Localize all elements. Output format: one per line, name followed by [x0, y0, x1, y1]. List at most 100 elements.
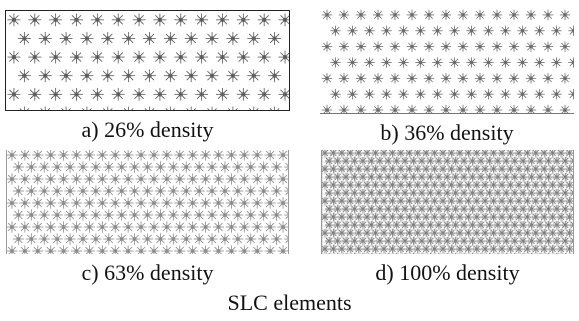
lattice-element: [277, 221, 288, 233]
lattice-element: [141, 233, 154, 245]
lattice-element: [45, 245, 57, 254]
lattice-element: [434, 236, 443, 246]
lattice-element: [64, 161, 76, 173]
lattice-element: [205, 32, 219, 45]
lattice-element: [398, 57, 409, 68]
lattice-element: [58, 197, 70, 209]
lattice-element: [517, 25, 528, 36]
lattice-element: [148, 245, 160, 254]
lattice-element: [426, 236, 435, 246]
lattice-element: [238, 150, 250, 161]
lattice-element: [406, 104, 418, 113]
lattice-element: [58, 245, 70, 254]
lattice-element: [200, 221, 212, 233]
lattice-element: [449, 57, 460, 68]
lattice-element: [180, 233, 192, 245]
lattice-element: [64, 233, 76, 245]
lattice-element: [245, 209, 257, 221]
lattice-element: [96, 150, 108, 161]
lattice-element: [271, 161, 283, 173]
lattice-element: [426, 204, 435, 214]
lattice-element: [350, 156, 359, 166]
lattice-element: [225, 197, 237, 209]
lattice-element: [187, 150, 199, 161]
lattice-element: [109, 245, 121, 254]
lattice-element: [534, 25, 545, 36]
lattice-element: [491, 73, 503, 84]
lattice-element: [174, 221, 186, 233]
lattice-panel-d: [321, 150, 574, 254]
lattice-element: [19, 173, 31, 185]
lattice-element: [367, 220, 376, 230]
lattice-element: [32, 150, 44, 161]
lattice-element: [508, 104, 520, 113]
lattice-element: [338, 73, 350, 84]
lattice-element: [422, 150, 431, 158]
lattice-element: [212, 221, 225, 233]
lattice-element: [51, 233, 63, 245]
lattice-element: [111, 50, 125, 64]
lattice-element: [325, 220, 334, 230]
lattice-element: [389, 9, 401, 21]
lattice-element: [238, 197, 250, 209]
lattice-element: [28, 50, 42, 64]
lattice-element: [372, 73, 384, 84]
lattice-element: [83, 245, 95, 254]
lattice-element: [364, 25, 375, 36]
lattice-element: [548, 212, 557, 222]
lattice-element: [559, 104, 571, 113]
lattice-element: [525, 41, 537, 52]
lattice-element: [58, 173, 70, 185]
lattice-element: [7, 221, 18, 233]
lattice-element: [559, 41, 571, 52]
lattice-element: [225, 150, 237, 161]
lattice-element: [103, 233, 115, 245]
lattice-element: [354, 228, 363, 238]
lattice-element: [70, 50, 83, 64]
lattice-element: [406, 73, 418, 84]
lattice-element: [12, 185, 24, 197]
lattice-element: [200, 150, 212, 161]
lattice-element: [206, 161, 218, 173]
lattice-element: [277, 197, 288, 209]
lattice-element: [264, 221, 276, 233]
lattice-element: [508, 9, 520, 21]
lattice-element: [7, 245, 18, 254]
lattice-element: [534, 89, 545, 100]
lattice-element: [341, 236, 351, 246]
lattice-element: [103, 161, 115, 173]
lattice-element: [247, 32, 261, 45]
lattice-element: [406, 9, 418, 21]
lattice-element: [423, 104, 435, 113]
lattice-element: [523, 150, 532, 158]
lattice-element: [440, 104, 452, 113]
lattice-element: [497, 244, 507, 254]
lattice-element: [483, 89, 494, 100]
lattice-element: [321, 41, 333, 52]
lattice-element: [28, 13, 42, 27]
lattice-element: [90, 87, 104, 101]
lattice-element: [443, 220, 452, 230]
lattice-element: [59, 32, 73, 45]
caption-b: b) 36% density: [380, 120, 514, 145]
lattice-element: [80, 69, 94, 83]
lattice-element: [358, 172, 368, 182]
lattice-element: [174, 245, 186, 254]
lattice-element: [38, 161, 50, 173]
lattice-element: [251, 221, 263, 233]
lattice-element: [548, 164, 557, 174]
lattice-element: [82, 106, 92, 110]
lattice-pattern-d: [322, 150, 573, 254]
lattice-element: [122, 221, 134, 233]
lattice-element: [508, 41, 520, 52]
lattice-element: [569, 237, 573, 245]
lattice-element: [109, 221, 121, 233]
lattice-element: [167, 233, 179, 245]
lattice-element: [432, 89, 443, 100]
lattice-element: [432, 57, 443, 68]
lattice-element: [248, 106, 259, 110]
lattice-element: [154, 185, 166, 197]
lattice-element: [321, 104, 333, 113]
lattice-element: [388, 164, 397, 174]
lattice-element: [415, 57, 426, 68]
